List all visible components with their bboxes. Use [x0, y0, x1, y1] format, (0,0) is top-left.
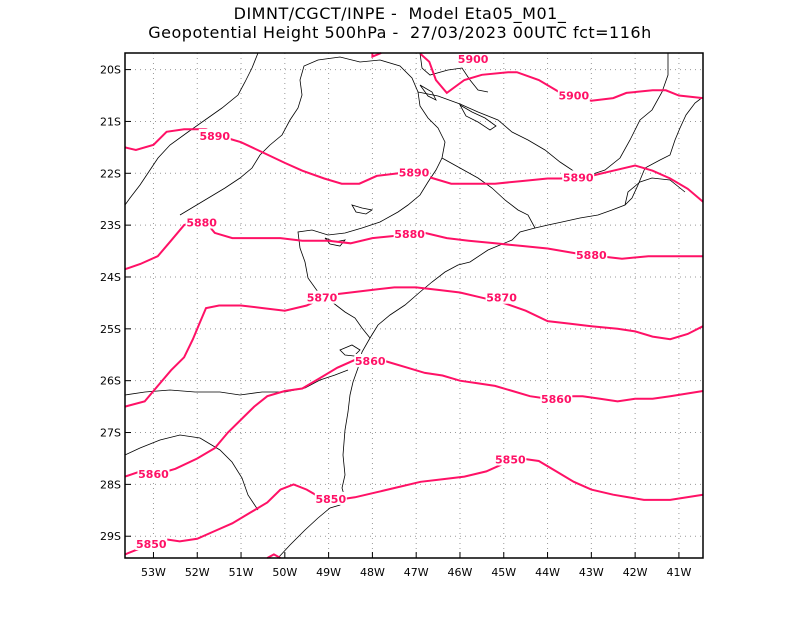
x-tick-label: 41W — [666, 566, 691, 579]
title-line-2: Geopotential Height 500hPa - 27/03/2023 … — [148, 23, 652, 42]
contour-5850 — [266, 553, 281, 559]
contour-label: 5870 — [486, 292, 517, 305]
x-tick-label: 50W — [272, 566, 297, 579]
contour-label: 5860 — [355, 355, 386, 368]
contour-label-bg — [575, 248, 608, 262]
contour-label-bg — [398, 165, 430, 179]
state-border-4 — [124, 52, 259, 206]
y-tick-label: 20S — [100, 64, 121, 77]
y-tick-label: 26S — [100, 375, 121, 388]
y-tick-label: 28S — [100, 478, 121, 491]
contour-label-bg — [485, 290, 518, 304]
chart-title: DIMNT/CGCT/INPE - Model Eta05_M01_ Geopo… — [0, 4, 800, 42]
contour-label: 5880 — [576, 249, 607, 262]
contour-label-bg — [306, 290, 339, 304]
lagoon — [339, 344, 361, 357]
contour-5860 — [124, 356, 704, 478]
contour-5900 — [371, 52, 382, 59]
reservoir-2 — [458, 103, 497, 131]
x-tick-label: 52W — [185, 566, 210, 579]
coastline — [277, 96, 704, 559]
y-tick-label: 23S — [100, 219, 121, 232]
contour-label-bg — [457, 52, 490, 66]
state-border-7 — [624, 177, 686, 206]
title-line-1: DIMNT/CGCT/INPE - Model Eta05_M01_ — [233, 4, 567, 23]
x-tick-label: 44W — [535, 566, 560, 579]
contour-label: 5880 — [186, 217, 217, 230]
state-border-6 — [441, 157, 536, 229]
x-tick-label: 49W — [316, 566, 341, 579]
y-tick-label: 22S — [100, 167, 121, 180]
plot-background — [125, 53, 703, 558]
reservoir-3 — [351, 204, 374, 215]
plot-frame — [124, 52, 704, 559]
state-border-8 — [419, 52, 489, 93]
contour-label-bg — [540, 391, 573, 405]
contour-label: 5890 — [199, 130, 230, 143]
contour-label: 5900 — [458, 53, 489, 66]
y-tick-label: 29S — [100, 530, 121, 543]
state-border-1 — [124, 434, 259, 511]
contour-label: 5900 — [559, 90, 590, 103]
contour-5900 — [419, 53, 704, 102]
contour-label-bg — [185, 215, 218, 229]
contour-label-bg — [198, 128, 231, 142]
contour-label: 5850 — [136, 538, 167, 551]
contour-label: 5890 — [399, 166, 430, 179]
x-tick-label: 42W — [623, 566, 648, 579]
contour-label-bg — [314, 491, 347, 505]
x-tick-label: 45W — [491, 566, 516, 579]
y-tick-label: 25S — [100, 323, 121, 336]
x-tick-label: 47W — [404, 566, 429, 579]
contour-label-bg — [557, 88, 590, 102]
axis-ticks: 53W 52W 51W 50W 49W 48W 47W 46W 45W 44W 43W 42W 41W 2… — [100, 64, 691, 579]
x-tick-label: 48W — [360, 566, 385, 579]
x-tick-label: 43W — [579, 566, 604, 579]
contour-label: 5850 — [315, 493, 346, 506]
y-tick-label: 24S — [100, 271, 121, 284]
x-tick-label: 46W — [448, 566, 473, 579]
contour-label-bg — [494, 452, 527, 466]
contour-label: 5890 — [563, 171, 594, 184]
height-contours: 5900 5900 5890 5890 5890 5880 5880 5880 5870 5870… — [124, 52, 704, 559]
contour-5870 — [124, 286, 704, 408]
reservoir-1 — [419, 84, 437, 101]
contour-label-bg — [562, 170, 595, 184]
contour-label: 5850 — [495, 453, 526, 466]
state-border-2 — [124, 369, 349, 396]
contour-label-bg — [354, 353, 387, 367]
contour-label: 5880 — [394, 228, 425, 241]
contour-label: 5870 — [307, 292, 338, 305]
contour-label: 5860 — [541, 393, 572, 406]
coastline-and-borders — [124, 52, 704, 559]
state-border-3 — [179, 56, 446, 339]
y-tick-label: 21S — [100, 115, 121, 128]
contour-label: 5860 — [138, 468, 169, 481]
contour-label-bg — [135, 537, 168, 551]
x-tick-label: 53W — [141, 566, 166, 579]
contour-label-bg — [137, 467, 170, 481]
contour-label-bg — [393, 226, 426, 240]
x-tick-label: 51W — [229, 566, 254, 579]
y-tick-label: 27S — [100, 427, 121, 440]
contour-5850 — [124, 457, 704, 556]
